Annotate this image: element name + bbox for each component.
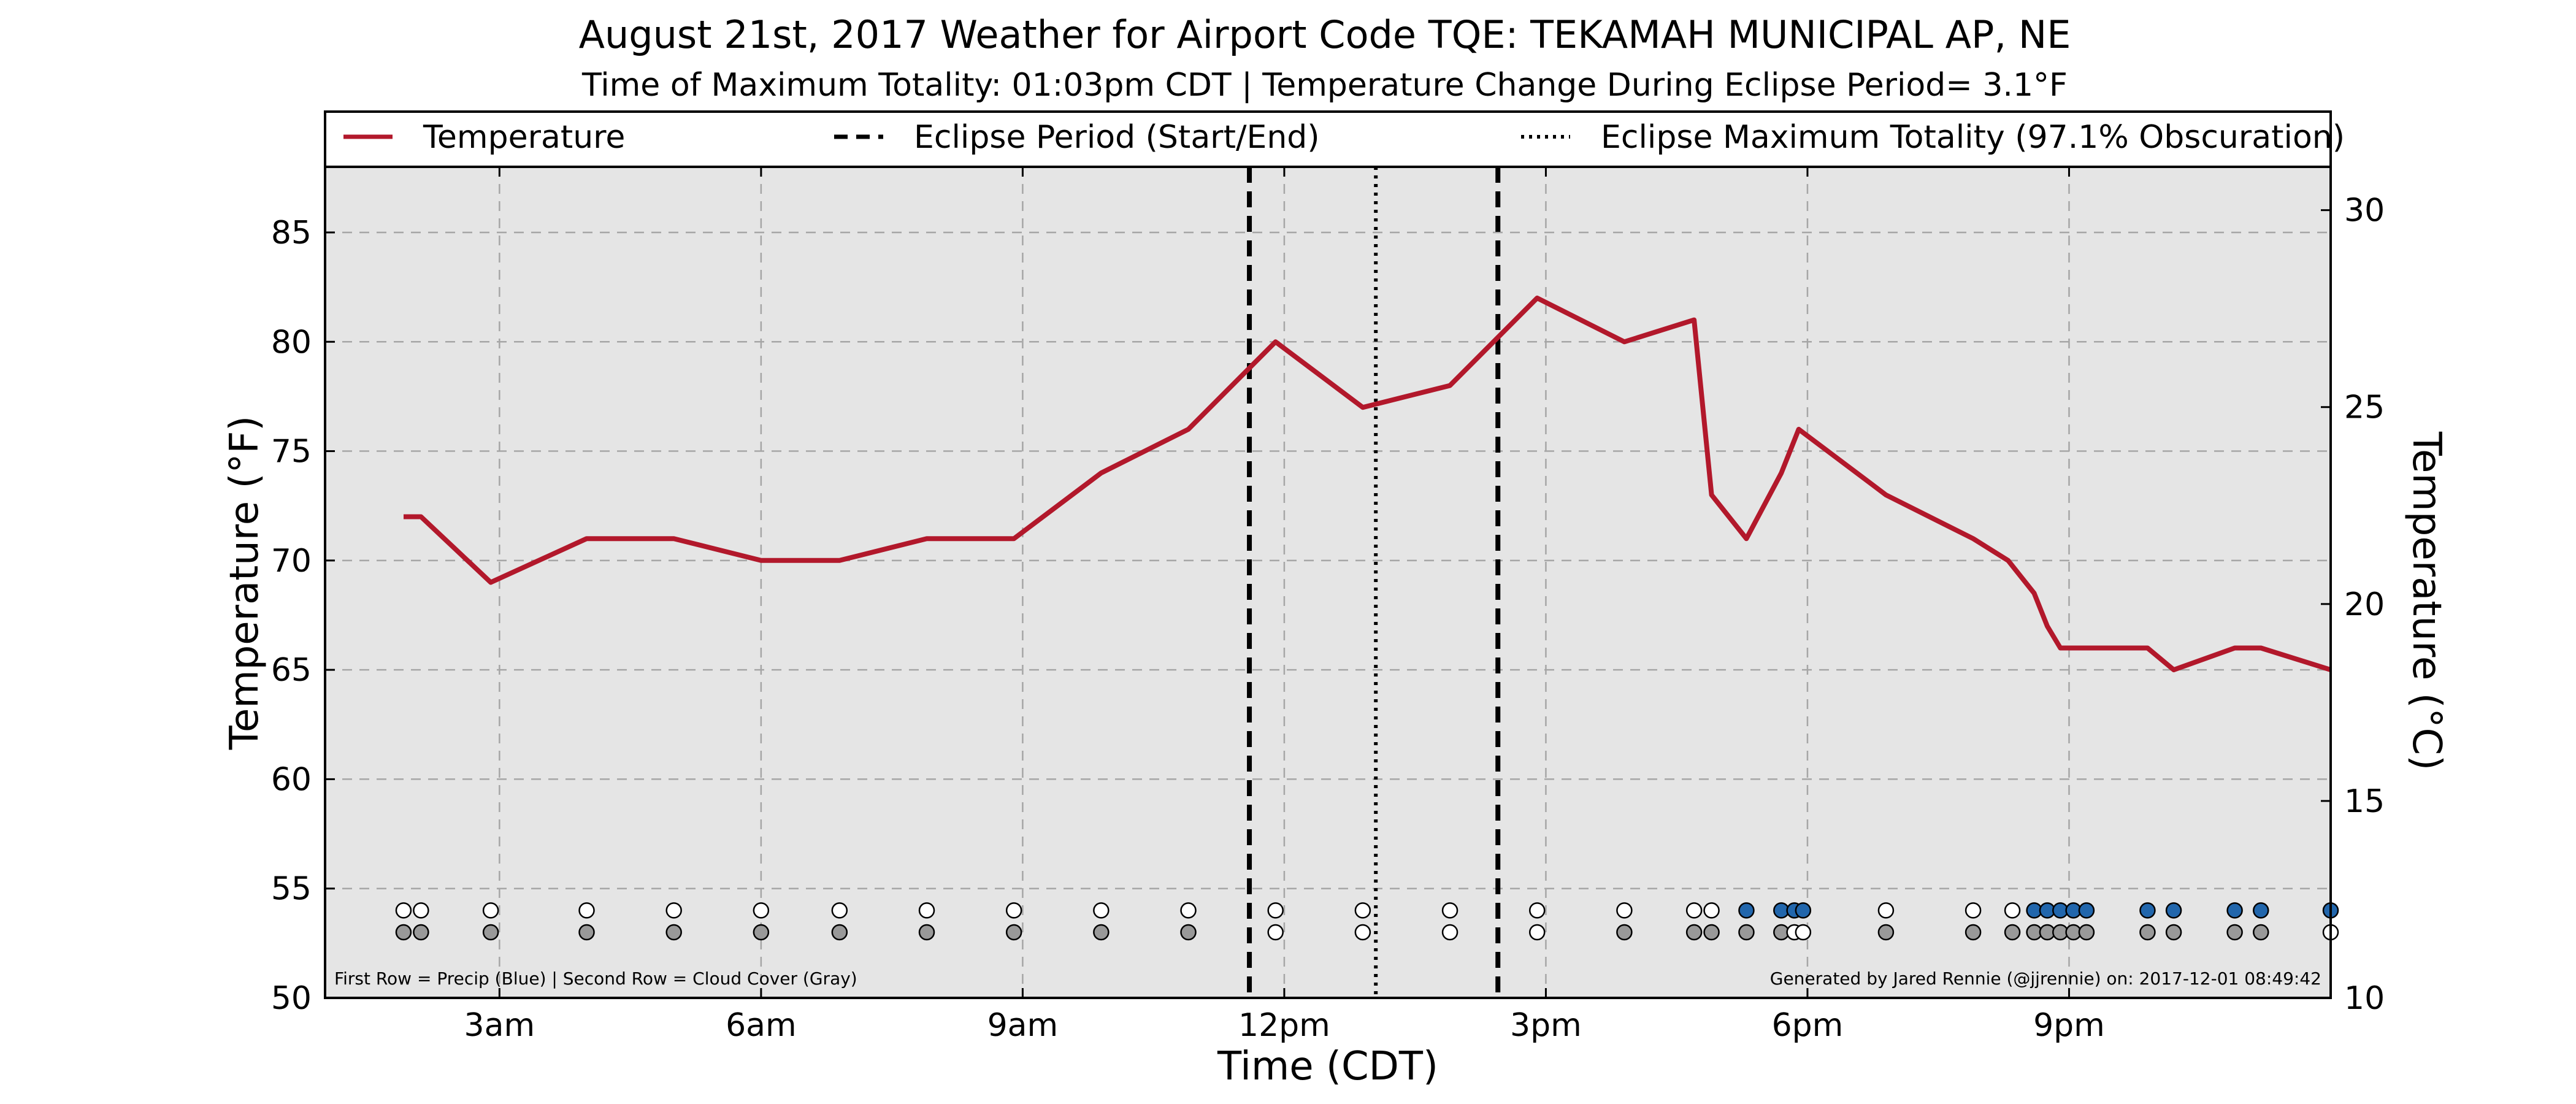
precip-dot bbox=[2165, 902, 2182, 919]
cloud-cover-dot bbox=[1795, 924, 1812, 941]
grid-lines bbox=[325, 167, 2331, 999]
cloud-cover-dot bbox=[2078, 924, 2095, 941]
precip-dot bbox=[578, 902, 595, 919]
legend-label: Eclipse Maximum Totality (97.1% Obscurat… bbox=[1601, 119, 2345, 156]
x-tick-label: 9am bbox=[987, 1007, 1059, 1044]
chart-subtitle: Time of Maximum Totality: 01:03pm CDT | … bbox=[581, 67, 2068, 104]
legend: Temperature Eclipse Period (Start/End) Ecl… bbox=[324, 110, 2345, 168]
precip-dot bbox=[1685, 902, 1703, 919]
y-tick-label: 55 bbox=[271, 871, 312, 908]
cloud-cover-dot bbox=[1528, 924, 1546, 941]
precip-dot bbox=[2004, 902, 2021, 919]
series-line-temperature bbox=[404, 295, 2332, 673]
y-right-tick-label: 10 bbox=[2344, 980, 2385, 1017]
x-axis-label: Time (CDT) bbox=[1217, 1044, 1438, 1089]
precip-dot bbox=[918, 902, 935, 919]
cloud-cover-dot bbox=[831, 924, 848, 941]
cloud-cover-dot bbox=[1738, 924, 1755, 941]
cloud-cover-dot bbox=[665, 924, 682, 941]
precip-dot bbox=[1703, 902, 1720, 919]
cloud-cover-dot bbox=[1267, 924, 1284, 941]
precip-dot bbox=[2078, 902, 2095, 919]
cloud-cover-dot bbox=[1354, 924, 1371, 941]
cloud-cover-dot bbox=[1005, 924, 1022, 941]
x-tick-label: 3am bbox=[464, 1007, 535, 1044]
y-right-tick-label: 20 bbox=[2344, 586, 2385, 623]
precip-dot bbox=[1616, 902, 1633, 919]
cloud-cover-dot bbox=[1441, 924, 1459, 941]
cloud-cover-dot bbox=[1965, 924, 1982, 941]
y-right-tick-label: 15 bbox=[2344, 783, 2385, 820]
cloud-cover-dot bbox=[753, 924, 770, 941]
x-tick-label: 6pm bbox=[1772, 1007, 1844, 1044]
cloud-cover-dot bbox=[2165, 924, 2182, 941]
precip-dot bbox=[1180, 902, 1197, 919]
legend-label: Eclipse Period (Start/End) bbox=[914, 119, 1320, 156]
precip-dot bbox=[413, 902, 429, 919]
y-axis-ticks: 50 55 60 65 70 75 80 85 bbox=[271, 215, 335, 1017]
precip-dot bbox=[665, 902, 682, 919]
cloud-cover-dot bbox=[1877, 924, 1895, 941]
precip-dot bbox=[1877, 902, 1895, 919]
y-tick-label: 85 bbox=[271, 215, 312, 251]
x-tick-label: 6am bbox=[726, 1007, 797, 1044]
cloud-cover-dot bbox=[1616, 924, 1633, 941]
precip-dot bbox=[1354, 902, 1371, 919]
footnote-left: First Row = Precip (Blue) | Second Row =… bbox=[334, 968, 857, 989]
chart-title: August 21st, 2017 Weather for Airport Co… bbox=[579, 12, 2071, 57]
precip-dot bbox=[1795, 902, 1812, 919]
precip-dot bbox=[1441, 902, 1459, 919]
y-tick-label: 60 bbox=[271, 761, 312, 798]
y-axis-label: Temperature (°F) bbox=[222, 416, 267, 751]
precip-dot bbox=[2226, 902, 2243, 919]
precip-dot bbox=[1738, 902, 1755, 919]
precip-dot bbox=[1005, 902, 1022, 919]
footnote-right: Generated by Jared Rennie (@jjrennie) on… bbox=[1770, 968, 2321, 989]
cloud-cover-dot bbox=[2253, 924, 2269, 941]
plot-area bbox=[325, 167, 2331, 998]
cloud-cover-dot bbox=[578, 924, 595, 941]
precip-dot bbox=[1965, 902, 1982, 919]
y-right-tick-label: 30 bbox=[2344, 193, 2385, 229]
cloud-cover-dot bbox=[1180, 924, 1197, 941]
y-tick-label: 50 bbox=[271, 980, 312, 1017]
precip-dot bbox=[395, 902, 412, 919]
y-tick-label: 75 bbox=[271, 434, 312, 470]
y-tick-label: 80 bbox=[271, 324, 312, 361]
cloud-cover-dot bbox=[395, 924, 412, 941]
cloud-cover-dot bbox=[1685, 924, 1703, 941]
eclipse-lines bbox=[1247, 167, 1501, 998]
x-tick-label: 12pm bbox=[1238, 1007, 1330, 1044]
y-tick-label: 70 bbox=[271, 543, 312, 580]
cloud-cover-dot bbox=[918, 924, 935, 941]
precip-dot bbox=[831, 902, 848, 919]
precip-dot bbox=[753, 902, 770, 919]
cloud-cover-dot bbox=[2226, 924, 2243, 941]
x-tick-label: 9pm bbox=[2033, 1007, 2105, 1044]
y-axis-right-ticks: 10 15 20 25 30 bbox=[2321, 193, 2385, 1017]
observation-dots bbox=[395, 902, 2339, 941]
x-axis-ticks: 3am 6am 9am 12pm 3pm 6pm 9pm bbox=[464, 167, 2105, 1044]
precip-dot bbox=[482, 902, 499, 919]
cloud-cover-dot bbox=[482, 924, 499, 941]
legend-box bbox=[324, 110, 2332, 168]
precip-dot bbox=[1528, 902, 1546, 919]
cloud-cover-dot bbox=[2139, 924, 2156, 941]
cloud-cover-dot bbox=[1093, 924, 1110, 941]
x-tick-label: 3pm bbox=[1510, 1007, 1582, 1044]
precip-dot bbox=[1093, 902, 1110, 919]
cloud-cover-dot bbox=[2004, 924, 2021, 941]
legend-label: Temperature bbox=[423, 119, 625, 156]
temperature-series bbox=[404, 295, 2332, 673]
cloud-cover-dot bbox=[413, 924, 429, 941]
y-axis-right-label: Temperature (°C) bbox=[2404, 431, 2449, 770]
precip-dot bbox=[1267, 902, 1284, 919]
cloud-cover-dot bbox=[1703, 924, 1720, 941]
y-right-tick-label: 25 bbox=[2344, 389, 2385, 426]
precip-dot bbox=[2139, 902, 2156, 919]
precip-dot bbox=[2253, 902, 2269, 919]
y-tick-label: 65 bbox=[271, 652, 312, 689]
